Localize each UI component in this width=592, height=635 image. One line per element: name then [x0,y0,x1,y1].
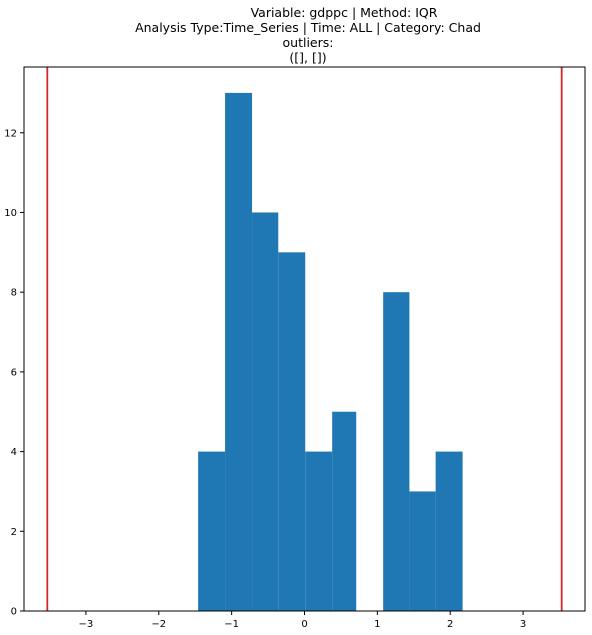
histogram-bar-3 [278,252,306,612]
title-line-3: outliers: [283,35,334,50]
title-line-4: ([], []) [289,50,326,65]
plot-frame [23,66,586,612]
outlier-threshold-lines [46,67,563,611]
x-tick-label-0: −3 [79,619,94,630]
histogram-bar-4 [305,451,333,611]
x-tick-label-5: 2 [447,619,453,630]
y-tick-label-3: 6 [11,367,17,378]
y-tick-label-5: 10 [4,208,17,219]
y-tick-label-6: 12 [4,128,17,139]
histogram-bar-1 [225,92,253,611]
x-tick-label-2: −1 [224,619,239,630]
x-tick-label-1: −2 [151,619,166,630]
histogram-bars [198,92,463,612]
x-tick-label-4: 1 [374,619,380,630]
y-tick-label-2: 4 [11,447,17,458]
x-axis: −3 −2 −1 0 1 2 3 [79,611,526,630]
chart-title: Variable: gdppc | Method: IQR Analysis T… [135,5,481,65]
histogram-bar-7 [383,292,410,611]
x-tick-label-3: 0 [301,619,307,630]
y-tick-label-1: 2 [11,527,17,538]
histogram-bar-5 [332,411,357,611]
histogram-bar-2 [252,212,279,611]
histogram-bar-8 [409,491,436,611]
title-line-2: Analysis Type:Time_Series | Time: ALL | … [135,20,481,35]
y-tick-label-4: 8 [11,288,17,299]
histogram-bar-0 [198,451,226,611]
y-axis: 0 2 4 6 8 10 12 [4,128,24,618]
x-tick-label-6: 3 [520,619,526,630]
y-tick-label-0: 0 [11,607,17,618]
histogram-bar-9 [435,451,463,611]
title-line-1: Variable: gdppc | Method: IQR [251,5,438,20]
